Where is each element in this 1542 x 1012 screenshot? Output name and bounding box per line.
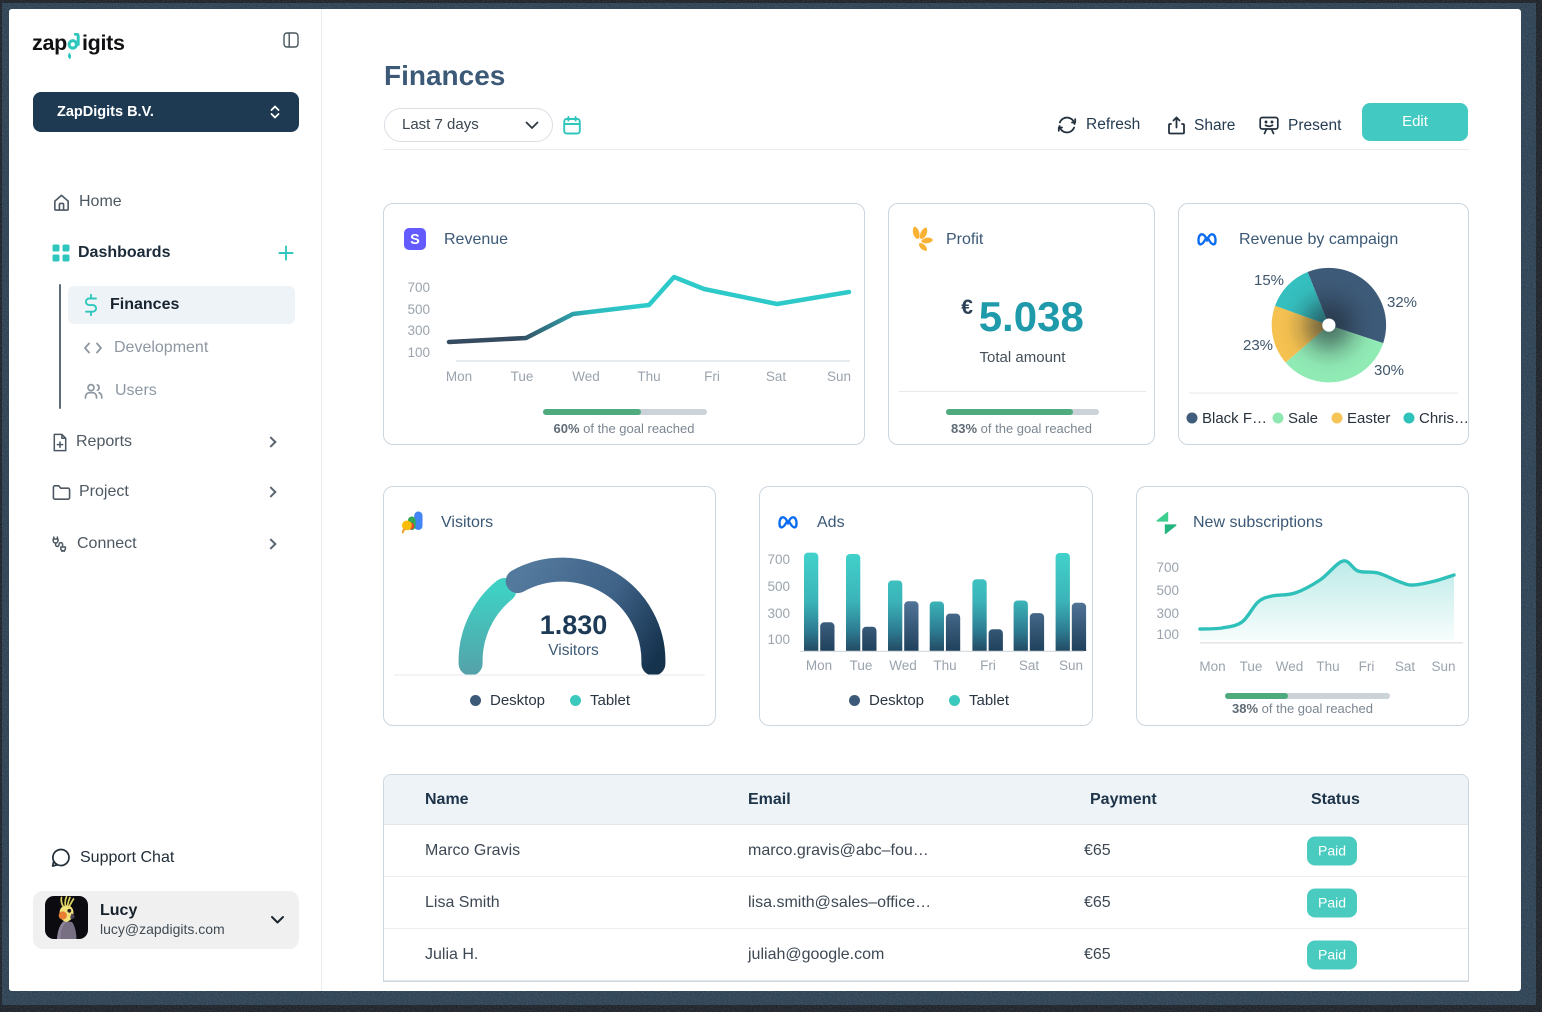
svg-text:15%: 15%	[1254, 272, 1284, 289]
svg-text:100: 100	[767, 632, 790, 647]
svg-text:700: 700	[767, 552, 790, 567]
svg-text:Mon: Mon	[1199, 659, 1225, 674]
svg-text:Fri: Fri	[1359, 659, 1375, 674]
svg-text:300: 300	[767, 606, 790, 621]
svg-text:Easter: Easter	[1347, 410, 1390, 427]
svg-text:Sat: Sat	[766, 369, 787, 384]
svg-text:S: S	[410, 232, 420, 248]
svg-text:Tue: Tue	[1240, 659, 1263, 674]
svg-text:30%: 30%	[1374, 362, 1404, 379]
svg-text:Sat: Sat	[1019, 658, 1040, 673]
svg-text:Mon: Mon	[446, 369, 472, 384]
svg-text:Wed: Wed	[572, 369, 600, 384]
svg-text:Sun: Sun	[827, 369, 851, 384]
svg-text:Black F…: Black F…	[1202, 410, 1267, 427]
svg-text:Wed: Wed	[1276, 659, 1304, 674]
svg-text:700: 700	[407, 280, 430, 295]
svg-text:Chris…: Chris…	[1419, 410, 1468, 427]
svg-text:23%: 23%	[1243, 337, 1273, 354]
svg-text:Tue: Tue	[511, 369, 534, 384]
svg-text:300: 300	[1156, 606, 1179, 621]
svg-text:Wed: Wed	[889, 658, 917, 673]
svg-text:700: 700	[1156, 560, 1179, 575]
svg-text:500: 500	[767, 579, 790, 594]
svg-text:100: 100	[1156, 627, 1179, 642]
svg-text:Sale: Sale	[1288, 410, 1318, 427]
svg-text:100: 100	[407, 345, 430, 360]
svg-text:Fri: Fri	[704, 369, 720, 384]
svg-text:Sun: Sun	[1059, 658, 1083, 673]
svg-text:500: 500	[407, 302, 430, 317]
svg-text:Thu: Thu	[637, 369, 660, 384]
svg-text:32%: 32%	[1387, 294, 1417, 311]
svg-text:500: 500	[1156, 583, 1179, 598]
svg-text:Tue: Tue	[850, 658, 873, 673]
svg-text:300: 300	[407, 323, 430, 338]
svg-text:Thu: Thu	[1316, 659, 1339, 674]
svg-text:Sun: Sun	[1431, 659, 1455, 674]
svg-text:Thu: Thu	[933, 658, 956, 673]
svg-text:Mon: Mon	[806, 658, 832, 673]
svg-text:Fri: Fri	[980, 658, 996, 673]
svg-text:Sat: Sat	[1395, 659, 1416, 674]
